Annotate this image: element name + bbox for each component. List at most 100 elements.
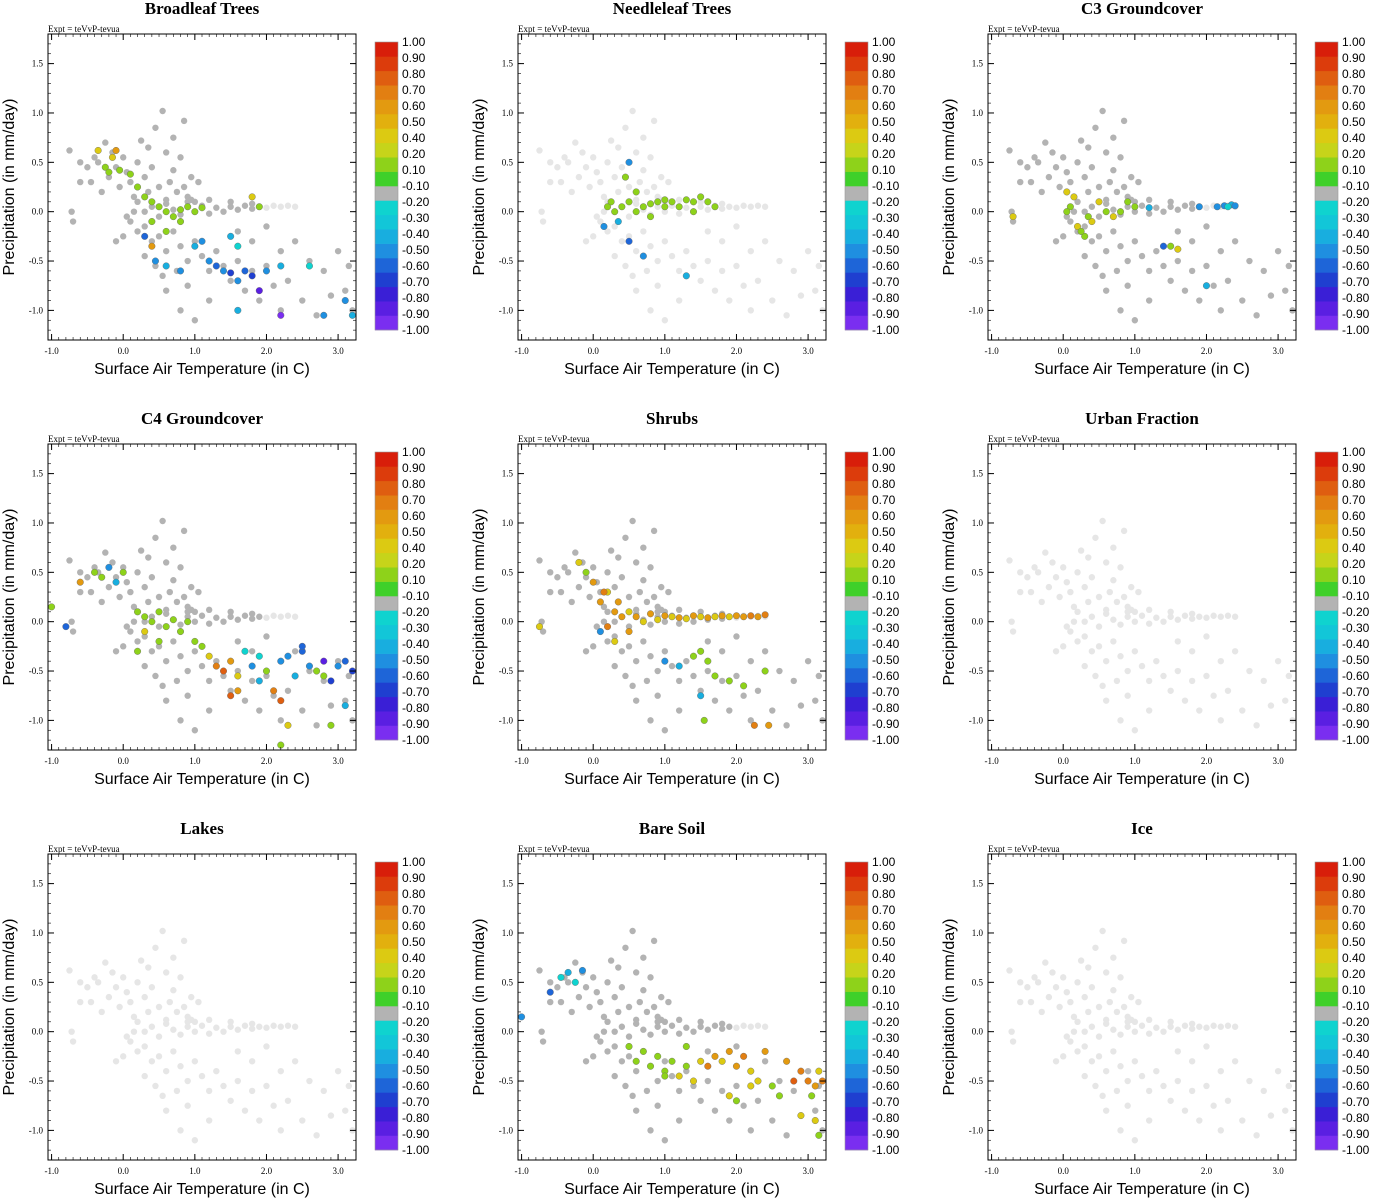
colorbar-swatch <box>1315 919 1338 935</box>
y-tick-label: -1.0 <box>499 715 514 725</box>
gray-point <box>68 1028 75 1035</box>
colorbar-label: 0.20 <box>402 147 426 161</box>
gray-point <box>177 211 184 218</box>
gray-point <box>1117 154 1124 161</box>
colored-point <box>754 613 762 621</box>
gray-point <box>1174 638 1182 645</box>
gray-point <box>790 677 797 685</box>
colorbar-label: -0.70 <box>872 685 900 699</box>
x-axis-label: Surface Air Temperature (in C) <box>1034 1181 1250 1198</box>
gray-point <box>547 569 554 576</box>
gray-point <box>1181 1107 1189 1114</box>
gray-point <box>152 534 159 541</box>
colored-point <box>675 662 683 670</box>
colorbar-swatch <box>1315 186 1338 201</box>
gray-point <box>683 1024 690 1031</box>
gray-point <box>1102 657 1110 665</box>
colorbar-swatch <box>845 480 868 496</box>
gray-point <box>256 1023 263 1030</box>
gray-point <box>1081 583 1088 591</box>
colorbar-swatch <box>375 85 398 100</box>
colored-point <box>689 208 697 216</box>
colorbar-label: 0.60 <box>872 509 896 523</box>
colorbar-label: -0.20 <box>402 1015 430 1029</box>
gray-point <box>162 1107 170 1114</box>
gray-point <box>342 697 349 704</box>
colorbar-label: 0.70 <box>1342 493 1366 507</box>
gray-point <box>1099 1092 1106 1100</box>
gray-point <box>1088 613 1096 620</box>
gray-point <box>718 267 726 275</box>
gray-point <box>568 598 575 606</box>
gray-point <box>1092 1082 1099 1090</box>
gray-point <box>277 203 284 210</box>
gray-point <box>170 167 177 174</box>
gray-point <box>1188 200 1196 207</box>
colorbar-frame <box>1314 861 1339 1151</box>
experiment-label: Expt = teVvP-tevua <box>48 844 120 854</box>
gray-point <box>1160 262 1167 270</box>
gray-point <box>1031 564 1038 571</box>
x-tick-label: 1.0 <box>1129 1166 1141 1176</box>
gray-point <box>586 593 593 601</box>
gray-point <box>718 1087 726 1095</box>
gray-point <box>195 998 202 1006</box>
colored-point <box>255 677 263 685</box>
gray-point <box>536 147 543 154</box>
colorbar-swatch <box>375 1020 398 1036</box>
colorbar-label: 0.90 <box>1342 461 1366 475</box>
colored-point <box>564 968 572 976</box>
colored-point <box>625 158 633 166</box>
gray-point <box>68 618 75 625</box>
gray-point <box>1188 238 1196 245</box>
colorbar-swatch <box>845 99 868 115</box>
gray-point <box>1117 1127 1124 1134</box>
gray-point <box>1110 616 1117 623</box>
gray-point <box>1167 1097 1174 1104</box>
colored-point <box>578 966 586 974</box>
colorbar-swatch <box>1315 509 1338 525</box>
colored-point <box>614 218 622 226</box>
gray-point <box>547 159 554 166</box>
colored-point <box>654 616 662 624</box>
gray-point <box>572 139 579 146</box>
gray-point <box>636 178 643 186</box>
y-axis-label: Precipitation (in mm/day) <box>1 99 18 276</box>
colorbar-swatch <box>375 524 398 539</box>
colored-point <box>725 613 733 621</box>
colored-point <box>119 568 127 576</box>
gray-point <box>198 1072 206 1080</box>
gray-point <box>1135 178 1142 186</box>
x-tick-label: 2.0 <box>261 346 273 356</box>
colored-point <box>815 1067 823 1075</box>
colorbar-swatch <box>845 1121 868 1136</box>
gray-point <box>675 620 683 627</box>
gray-point <box>629 272 636 280</box>
gray-point <box>77 998 84 1006</box>
colorbar-swatch <box>375 56 398 72</box>
colorbar-swatch <box>1315 711 1338 726</box>
gray-point <box>629 1092 636 1100</box>
colored-point <box>582 568 590 576</box>
gray-point <box>141 1028 148 1035</box>
gray-point <box>1077 547 1085 554</box>
gray-point <box>643 598 651 606</box>
colorbar-swatch <box>845 114 868 129</box>
gray-point <box>1110 167 1117 174</box>
gray-point <box>213 1067 220 1075</box>
gray-point <box>647 564 654 571</box>
colorbar-swatch <box>845 85 868 100</box>
gray-point <box>1231 613 1239 620</box>
colored-point <box>811 1117 819 1125</box>
colored-point <box>596 598 604 606</box>
gray-point <box>747 247 754 255</box>
colored-point <box>191 208 199 216</box>
gray-point <box>625 623 633 630</box>
y-axis-label: Precipitation (in mm/day) <box>1 509 18 686</box>
colorbar-swatch <box>375 1106 398 1122</box>
gray-point <box>1224 687 1232 694</box>
x-tick-label: 2.0 <box>731 756 743 766</box>
y-tick-label: 0.0 <box>972 617 984 627</box>
gray-point <box>1081 618 1088 625</box>
x-axis-label: Surface Air Temperature (in C) <box>564 771 780 788</box>
